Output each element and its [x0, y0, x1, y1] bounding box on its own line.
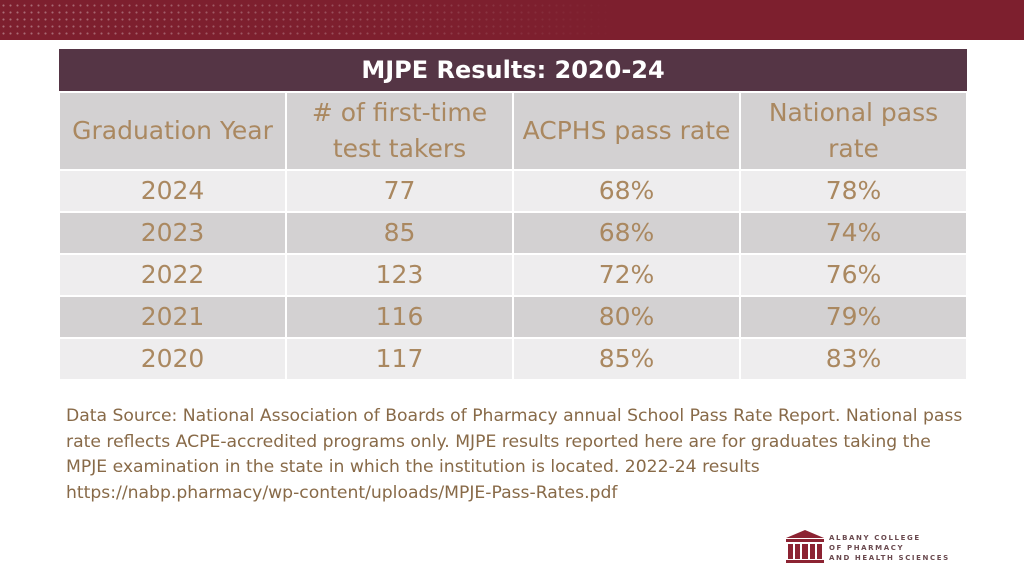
header-first-time-takers: # of first-time test takers [285, 91, 514, 171]
college-logo: ALBANY COLLEGE OF PHARMACY AND HEALTH SC… [786, 529, 956, 563]
table-title: MJPE Results: 2020-24 [59, 49, 967, 93]
table-row: 2024 77 68% 78% [58, 169, 968, 213]
cell-national-rate: 74% [739, 211, 968, 255]
college-name-line: ALBANY COLLEGE [829, 534, 921, 542]
cell-takers: 116 [285, 295, 514, 339]
cell-year: 2023 [58, 211, 287, 255]
cell-national-rate: 76% [739, 253, 968, 297]
header-national-pass-rate: National pass rate [739, 91, 968, 171]
results-table-container: MJPE Results: 2020-24 Graduation Year # … [58, 49, 968, 381]
cell-year: 2021 [58, 295, 287, 339]
cell-acphs-rate: 68% [512, 211, 741, 255]
table-title-row: MJPE Results: 2020-24 [59, 49, 967, 93]
data-source-footnote: Data Source: National Association of Boa… [66, 406, 963, 503]
cell-year: 2024 [58, 169, 287, 213]
college-building-icon [786, 530, 824, 563]
cell-takers: 77 [285, 169, 514, 213]
cell-national-rate: 83% [739, 337, 968, 381]
cell-acphs-rate: 68% [512, 169, 741, 213]
top-banner [0, 0, 1024, 40]
cell-year: 2020 [58, 337, 287, 381]
cell-national-rate: 79% [739, 295, 968, 339]
table-row: 2023 85 68% 74% [58, 211, 968, 255]
banner-dot-pattern [0, 2, 620, 36]
cell-takers: 85 [285, 211, 514, 255]
cell-takers: 117 [285, 337, 514, 381]
header-acphs-pass-rate: ACPHS pass rate [512, 91, 741, 171]
table-row: 2020 117 85% 83% [58, 337, 968, 381]
table-row: 2021 116 80% 79% [58, 295, 968, 339]
cell-acphs-rate: 72% [512, 253, 741, 297]
results-table: MJPE Results: 2020-24 Graduation Year # … [58, 49, 968, 381]
cell-year: 2022 [58, 253, 287, 297]
college-name-line: OF PHARMACY [829, 544, 905, 552]
college-name: ALBANY COLLEGE OF PHARMACY AND HEALTH SC… [829, 533, 950, 563]
table-header-row: Graduation Year # of first-time test tak… [58, 91, 968, 171]
cell-national-rate: 78% [739, 169, 968, 213]
college-name-line: AND HEALTH SCIENCES [829, 554, 950, 562]
cell-takers: 123 [285, 253, 514, 297]
cell-acphs-rate: 85% [512, 337, 741, 381]
header-graduation-year: Graduation Year [58, 91, 287, 171]
table-row: 2022 123 72% 76% [58, 253, 968, 297]
cell-acphs-rate: 80% [512, 295, 741, 339]
